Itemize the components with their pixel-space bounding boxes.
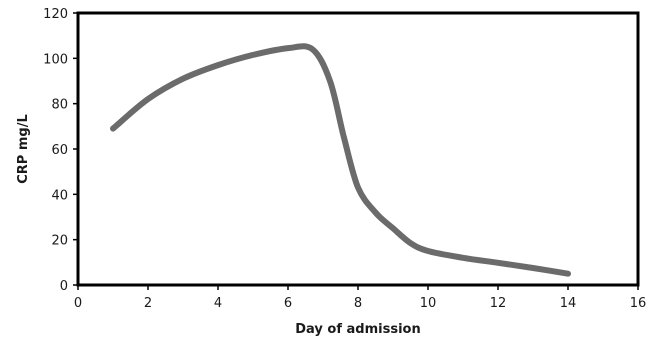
y-tick-label: 60 [51, 143, 68, 158]
x-tick-label: 0 [74, 296, 82, 311]
x-tick-label: 14 [560, 296, 577, 311]
x-tick-label: 10 [420, 296, 437, 311]
x-tick-label: 2 [144, 296, 152, 311]
x-axis-title: Day of admission [295, 322, 420, 337]
y-tick-label: 120 [43, 7, 68, 22]
series-line-crp [110, 43, 571, 277]
x-tick-label: 4 [214, 296, 222, 311]
x-tick-label: 16 [630, 296, 647, 311]
plot-area-frame [76, 11, 640, 287]
y-tick-label: 40 [51, 188, 68, 203]
x-tick-label: 12 [490, 296, 507, 311]
y-axis-title: CRP mg/L [16, 114, 31, 184]
x-tick-label: 8 [354, 296, 362, 311]
y-tick-label: 0 [60, 279, 68, 294]
y-axis-ticks: 0 20 40 60 80 100 120 [43, 7, 78, 294]
x-axis-ticks: 0 2 4 6 8 10 12 14 16 [74, 285, 646, 311]
x-tick-label: 6 [284, 296, 292, 311]
y-tick-label: 80 [51, 98, 68, 113]
y-tick-label: 100 [43, 52, 68, 67]
y-tick-label: 20 [51, 234, 68, 249]
series-layer [110, 43, 571, 277]
